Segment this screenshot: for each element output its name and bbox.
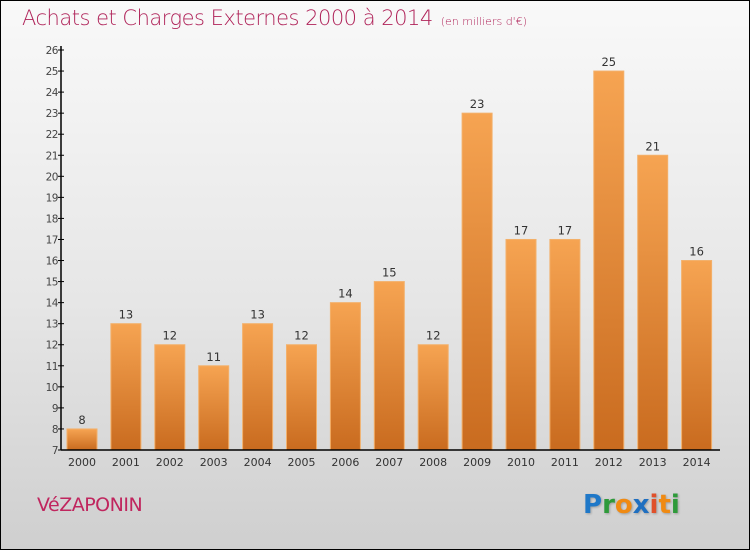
commune-name: VéZAPONIN	[37, 494, 143, 516]
bar-2010	[505, 238, 537, 451]
y-axis: 7 8 9 10 11 12 13 14 15 16 17 18 19 20 21 22 23 24 25 26	[46, 45, 64, 457]
logo-letter: x	[632, 490, 650, 520]
y-tick-label-23: 23	[46, 108, 58, 120]
y-tick-label-14: 14	[46, 298, 59, 310]
bar-2014	[681, 260, 713, 451]
data-label-2011: 17	[558, 223, 573, 237]
y-tick-label-25: 25	[46, 66, 58, 78]
bars-group	[66, 70, 713, 451]
bar-2002	[154, 344, 186, 451]
data-label-2005: 12	[294, 329, 309, 343]
bar-2011	[549, 238, 581, 451]
y-tick-label-7: 7	[52, 445, 58, 457]
x-tick-label-2009: 2009	[463, 456, 491, 469]
y-tick-label-15: 15	[46, 277, 58, 289]
y-tick-label-18: 18	[46, 213, 58, 225]
x-tick-label-2002: 2002	[156, 456, 184, 469]
title-text: Achats et Charges Externes 2000 à 2014	[22, 6, 433, 30]
x-tick-label-2012: 2012	[595, 456, 623, 469]
bar-2006	[329, 302, 361, 451]
logo-letter: o	[614, 490, 633, 520]
data-label-2010: 17	[514, 223, 529, 237]
x-tick-label-2004: 2004	[244, 456, 272, 469]
data-label-2008: 12	[426, 329, 441, 343]
y-tick-label-11: 11	[46, 361, 58, 373]
y-tick-label-26: 26	[46, 45, 59, 57]
y-tick-label-12: 12	[46, 340, 58, 352]
x-tick-label-2010: 2010	[507, 456, 535, 469]
proxiti-logo[interactable]: Proxiti	[583, 490, 680, 520]
logo-letter: i	[649, 490, 659, 520]
x-tick-label-2005: 2005	[288, 456, 316, 469]
y-tick-label-10: 10	[46, 382, 58, 394]
bar-2004	[242, 323, 274, 451]
bar-2003	[198, 365, 230, 451]
y-tick-label-24: 24	[46, 87, 59, 99]
y-tick-label-19: 19	[46, 192, 58, 204]
bar-2008	[417, 344, 449, 451]
data-label-2012: 25	[601, 55, 616, 69]
x-tick-label-2006: 2006	[331, 456, 359, 469]
bar-2012	[593, 70, 625, 451]
data-label-2014: 16	[689, 245, 704, 259]
x-axis: 2000 2001 2002 2003 2004 2005 2006 2007 2008 2009…	[61, 449, 720, 469]
logo-letter: P	[583, 490, 603, 520]
data-label-2006: 14	[338, 287, 353, 301]
x-tick-label-2011: 2011	[551, 456, 579, 469]
y-tick-label-20: 20	[46, 171, 58, 183]
y-tick-label-13: 13	[46, 319, 58, 331]
bar-2005	[286, 344, 317, 451]
data-label-2013: 21	[645, 139, 660, 153]
x-tick-label-2007: 2007	[375, 456, 403, 469]
data-labels-group: 8 13 12 11 13 12 14 15 12 23 17 17 25 21 16	[78, 55, 704, 427]
y-tick-label-16: 16	[46, 256, 59, 268]
data-label-2004: 13	[250, 308, 265, 322]
logo-letter: r	[602, 490, 615, 520]
title-unit: (en milliers d'€)	[440, 15, 527, 28]
data-label-2002: 12	[162, 329, 177, 343]
x-tick-label-2000: 2000	[68, 456, 96, 469]
x-tick-label-2003: 2003	[200, 456, 228, 469]
y-tick-label-17: 17	[46, 234, 58, 246]
data-label-2000: 8	[78, 413, 85, 427]
x-tick-label-2014: 2014	[683, 456, 711, 469]
bar-2013	[637, 154, 669, 451]
y-tick-label-22: 22	[46, 129, 58, 141]
bar-2001	[110, 323, 142, 451]
logo-letter: t	[658, 490, 671, 520]
x-tick-label-2013: 2013	[639, 456, 667, 469]
x-tick-label-2001: 2001	[112, 456, 140, 469]
y-tick-label-9: 9	[52, 403, 58, 415]
bar-2007	[373, 281, 405, 451]
y-tick-label-8: 8	[52, 424, 58, 436]
data-label-2003: 11	[206, 350, 221, 364]
data-label-2009: 23	[470, 97, 485, 111]
y-tick-label-21: 21	[46, 150, 58, 162]
bar-2009	[461, 112, 493, 451]
data-label-2007: 15	[382, 266, 397, 280]
x-tick-label-2008: 2008	[419, 456, 447, 469]
bar-2000	[66, 428, 98, 451]
logo-letter: i	[670, 490, 680, 520]
data-label-2001: 13	[119, 308, 134, 322]
chart-title: Achats et Charges Externes 2000 à 2014 (e…	[22, 6, 527, 30]
